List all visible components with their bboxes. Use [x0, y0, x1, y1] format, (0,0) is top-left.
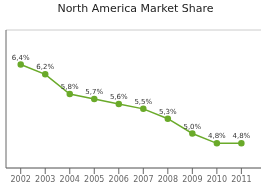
svg-text:2005: 2005 [84, 175, 104, 184]
svg-text:5,8%: 5,8% [61, 83, 79, 91]
svg-text:2004: 2004 [60, 175, 80, 184]
html-text:North America Market Share: North America Market Share [57, 2, 214, 15]
svg-text:2009: 2009 [182, 175, 202, 184]
svg-text:5,3%: 5,3% [159, 108, 177, 116]
svg-text:4,8%: 4,8% [232, 132, 250, 140]
svg-text:2007: 2007 [133, 175, 153, 184]
svg-text:4,8%: 4,8% [208, 132, 226, 140]
svg-text:6,2%: 6,2% [36, 63, 54, 71]
svg-text:5,7%: 5,7% [85, 88, 103, 96]
svg-text:5,5%: 5,5% [134, 98, 152, 106]
svg-text:2006: 2006 [109, 175, 129, 184]
svg-text:2010: 2010 [207, 175, 227, 184]
svg-text:2011: 2011 [231, 175, 251, 184]
svg-text:6,4%: 6,4% [12, 54, 30, 62]
svg-text:5,6%: 5,6% [110, 93, 128, 101]
svg-text:2008: 2008 [158, 175, 178, 184]
svg-text:2003: 2003 [35, 175, 55, 184]
svg-text:2002: 2002 [11, 175, 31, 184]
svg-text:5,0%: 5,0% [183, 123, 201, 131]
